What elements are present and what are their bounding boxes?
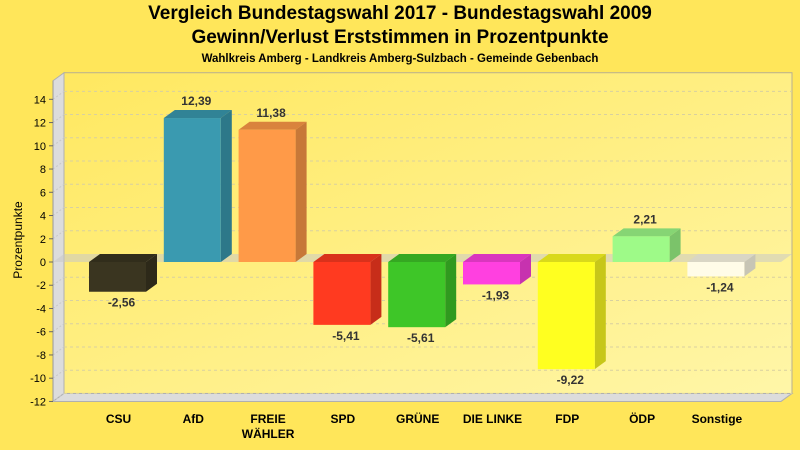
y-tick-label: 0	[40, 257, 46, 269]
y-tick-label: -10	[30, 373, 46, 385]
bar-top	[163, 110, 232, 119]
value-label: -1,93	[482, 288, 510, 302]
bar-front	[163, 118, 221, 262]
y-axis: 14 12 10 8 6 4 2 0 -2 -4 -6 -8 -10 -12	[30, 80, 54, 408]
y-tick-label: -8	[36, 350, 46, 362]
bar-front	[463, 262, 520, 285]
value-label: 2,21	[633, 212, 657, 226]
bar-top	[537, 254, 606, 262]
value-label: -5,41	[332, 329, 360, 343]
value-label: -5,61	[407, 331, 435, 345]
y-axis-label: Prozentpunkte	[11, 201, 25, 279]
y-tick-label: -4	[36, 303, 46, 315]
bar	[463, 254, 531, 285]
value-label: -9,22	[557, 373, 585, 387]
bar-front	[238, 129, 296, 262]
bars	[89, 110, 756, 370]
y-tick-label: 8	[40, 164, 46, 176]
bar-side	[370, 254, 382, 325]
value-labels: -2,56 12,39 11,38 -5,41 -5,61 -1,93 -9,22 2,21 -…	[108, 94, 734, 387]
chart-subtitle: Gewinn/Verlust Erststimmen in Prozentpun…	[191, 27, 609, 48]
bar	[238, 121, 307, 262]
category-label: Sonstige	[692, 412, 743, 426]
y-tick-label: 2	[40, 234, 46, 246]
bar-side	[220, 110, 232, 262]
bar-top	[687, 254, 756, 262]
chart-title: Vergleich Bundestagswahl 2017 - Bundesta…	[148, 3, 652, 24]
bar	[612, 228, 681, 262]
y-tick-label: -12	[30, 396, 46, 408]
bar	[687, 254, 756, 277]
bar	[537, 254, 606, 370]
category-label: CSU	[106, 412, 131, 426]
bar-front	[313, 262, 371, 325]
y-tick-label: -6	[36, 327, 46, 339]
bar	[163, 110, 232, 262]
bar-side	[669, 228, 681, 262]
floor	[51, 392, 794, 402]
bar-front	[687, 262, 745, 277]
bar-side	[520, 254, 531, 285]
chart-caption: Wahlkreis Amberg - Landkreis Amberg-Sulz…	[201, 53, 599, 65]
bar-front	[612, 236, 670, 262]
y-tick-label: 12	[34, 118, 46, 130]
bar-top	[313, 254, 382, 262]
category-label: ÖDP	[629, 411, 655, 426]
y-tick-label: 4	[40, 211, 46, 223]
category-label: WÄHLER	[242, 426, 295, 441]
bar-front	[89, 262, 146, 292]
bar-top	[388, 254, 457, 262]
y-tick-label: -2	[36, 280, 46, 292]
bar-side	[445, 254, 457, 328]
y-tick-label: 6	[40, 187, 46, 199]
y-tick-label: 10	[34, 141, 46, 153]
side-wall	[52, 71, 65, 403]
bar-front	[537, 262, 595, 370]
bar	[313, 254, 382, 325]
gridlines	[52, 90, 792, 402]
value-label: 11,38	[256, 106, 286, 120]
bar-side	[295, 121, 307, 262]
category-label: DIE LINKE	[463, 412, 522, 426]
y-tick-label: 14	[34, 94, 46, 106]
category-label: AfD	[183, 412, 205, 426]
value-label: -1,24	[706, 280, 734, 294]
bar	[388, 254, 457, 328]
bar	[89, 254, 157, 292]
bar-top	[612, 228, 681, 237]
bar-side	[146, 254, 157, 292]
bar-side	[744, 254, 756, 277]
value-label: 12,39	[181, 94, 211, 108]
bar-side	[594, 254, 606, 370]
category-label: GRÜNE	[396, 411, 439, 426]
category-label: FDP	[555, 412, 579, 426]
bar-top	[89, 254, 157, 262]
bar-top	[463, 254, 531, 262]
value-label: -2,56	[108, 296, 136, 310]
category-label: FREIE	[250, 412, 285, 426]
category-label: SPD	[331, 412, 356, 426]
bar-top	[238, 121, 307, 130]
bar-front	[388, 262, 446, 328]
